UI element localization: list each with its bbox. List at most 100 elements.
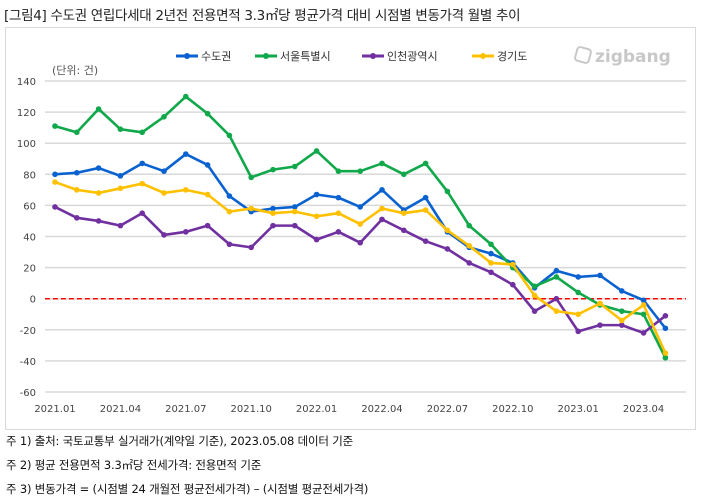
data-point xyxy=(466,222,473,229)
zigbang-logo-icon xyxy=(574,46,592,64)
data-point xyxy=(422,160,429,167)
data-point xyxy=(183,187,189,193)
data-point xyxy=(161,190,167,196)
legend-marker xyxy=(370,53,376,59)
data-point xyxy=(640,330,647,336)
footnote-1: 주 1) 출처: 국토교통부 실거래가(계약일 기준), 2023.05.08 … xyxy=(6,434,353,448)
data-point xyxy=(379,216,385,223)
data-point xyxy=(117,185,124,192)
data-point xyxy=(422,207,429,213)
data-point xyxy=(95,106,102,112)
data-point xyxy=(292,222,298,229)
x-tick-label: 2021.01 xyxy=(34,404,75,415)
y-tick-label: 80 xyxy=(23,170,36,181)
y-tick-label: 140 xyxy=(17,77,36,88)
data-point xyxy=(204,162,211,168)
x-tick-label: 2023.01 xyxy=(558,404,599,415)
data-point xyxy=(619,317,625,324)
data-point xyxy=(204,110,211,117)
data-point xyxy=(292,208,298,215)
data-point xyxy=(662,350,669,356)
data-point xyxy=(335,194,342,201)
data-point xyxy=(183,93,189,100)
data-point xyxy=(553,295,560,302)
legend-marker xyxy=(480,53,486,59)
data-point xyxy=(401,210,407,216)
data-point xyxy=(597,300,603,307)
data-point xyxy=(313,213,320,220)
data-point xyxy=(640,302,647,308)
data-point xyxy=(183,229,189,235)
data-point xyxy=(662,354,669,361)
data-point xyxy=(335,229,342,235)
data-point xyxy=(248,205,254,212)
legend-marker xyxy=(184,53,190,59)
data-point xyxy=(52,179,58,185)
x-tick-label: 2022.10 xyxy=(492,404,533,415)
data-point xyxy=(161,168,167,174)
data-point xyxy=(379,160,385,167)
data-point xyxy=(444,246,451,252)
data-point xyxy=(248,174,254,181)
data-point xyxy=(292,163,298,170)
data-point xyxy=(488,241,494,248)
data-point xyxy=(575,289,581,296)
data-point xyxy=(619,322,625,328)
data-point xyxy=(444,227,451,234)
data-point xyxy=(226,132,233,139)
x-tick-label: 2023.04 xyxy=(623,404,664,415)
y-tick-label: 20 xyxy=(23,264,36,275)
data-point xyxy=(488,250,494,257)
legend-label: 수도권 xyxy=(201,50,231,63)
legend-marker xyxy=(263,53,269,59)
data-point xyxy=(510,261,516,268)
data-point xyxy=(74,129,80,136)
data-point xyxy=(313,191,320,198)
data-point xyxy=(466,243,473,249)
figure-title: [그림4] 수도권 연립다세대 2년전 전용면적 3.3㎡당 평균가격 대비 시… xyxy=(4,8,521,24)
data-point xyxy=(379,187,385,193)
data-point xyxy=(640,311,647,318)
data-point xyxy=(335,210,342,216)
data-point xyxy=(619,308,625,314)
data-point xyxy=(531,292,538,299)
x-tick-label: 2021.04 xyxy=(100,404,141,415)
data-point xyxy=(640,297,647,304)
data-point xyxy=(226,208,233,215)
data-point xyxy=(74,169,80,176)
data-point xyxy=(117,222,124,229)
data-point xyxy=(292,204,298,210)
data-point xyxy=(575,311,581,318)
legend-label: 경기도 xyxy=(497,50,527,63)
data-point xyxy=(161,113,167,120)
data-point xyxy=(510,281,516,288)
y-tick-label: -40 xyxy=(20,357,36,368)
data-point xyxy=(488,260,494,266)
data-point xyxy=(575,328,581,335)
data-point xyxy=(204,222,211,229)
x-tick-label: 2021.10 xyxy=(231,404,272,415)
data-point xyxy=(139,210,145,216)
y-tick-label: 120 xyxy=(17,108,36,119)
data-point xyxy=(74,215,80,221)
unit-label: (단위: 건) xyxy=(52,64,98,77)
footnote-3: 주 3) 변동가격 = (시점별 24 개월전 평균전세가격) – (시점별 평… xyxy=(6,482,369,496)
data-point xyxy=(270,166,276,173)
chart-frame xyxy=(5,27,696,430)
legend-label: 서울특별시 xyxy=(280,50,331,63)
data-point xyxy=(248,244,254,251)
legend-label: 인천광역시 xyxy=(387,49,438,63)
data-point xyxy=(553,267,560,274)
x-tick-label: 2022.01 xyxy=(296,404,337,415)
data-point xyxy=(74,187,80,193)
data-point xyxy=(270,222,276,229)
y-tick-label: 60 xyxy=(23,201,36,212)
data-point xyxy=(553,274,560,280)
data-point xyxy=(204,191,211,198)
data-point xyxy=(422,238,429,244)
data-point xyxy=(313,148,320,154)
data-point xyxy=(95,190,102,196)
y-tick-label: 0 xyxy=(30,295,36,306)
data-point xyxy=(619,288,625,294)
